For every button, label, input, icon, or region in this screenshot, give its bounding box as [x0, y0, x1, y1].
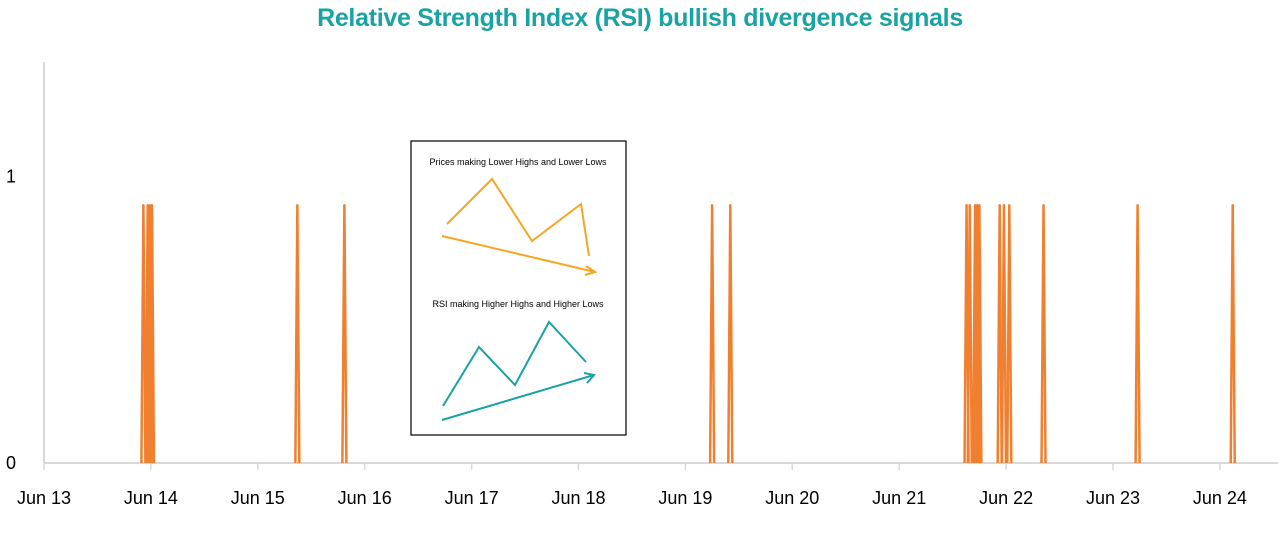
x-tick-label: Jun 15 — [231, 488, 285, 508]
signal-spike — [1040, 203, 1047, 464]
price-trend-arrowhead — [584, 265, 598, 276]
signal-spike — [140, 203, 147, 464]
x-tick-label: Jun 24 — [1193, 488, 1247, 508]
signal-spike — [1006, 203, 1013, 464]
inset-price-caption: Prices making Lower Highs and Lower Lows — [429, 157, 607, 167]
x-tick-label: Jun 16 — [338, 488, 392, 508]
x-tick-label: Jun 17 — [445, 488, 499, 508]
price-zigzag-line — [446, 177, 590, 257]
signal-spike — [1000, 203, 1008, 464]
y-tick-label: 1 — [6, 167, 16, 187]
signal-spike — [966, 203, 974, 464]
chart-title: Relative Strength Index (RSI) bullish di… — [317, 4, 963, 32]
signal-spike — [1134, 203, 1141, 464]
signal-spike — [294, 203, 301, 464]
signal-spike — [708, 203, 716, 464]
x-tick-label: Jun 21 — [872, 488, 926, 508]
x-tick-label: Jun 23 — [1086, 488, 1140, 508]
rsi-trend-arrow-line — [441, 374, 595, 421]
divergence-inset: Prices making Lower Highs and Lower Lows… — [410, 140, 627, 436]
x-tick-label: Jun 19 — [658, 488, 712, 508]
x-axis-ticks: Jun 13 Jun 14 Jun 15 Jun 16 Jun 17 Jun 18 Jun … — [17, 463, 1247, 508]
inset-rsi-caption: RSI making Higher Highs and Higher Lows — [432, 299, 604, 309]
x-tick-label: Jun 22 — [979, 488, 1033, 508]
signal-spike — [148, 203, 156, 464]
signal-spike — [1229, 203, 1236, 464]
x-tick-label: Jun 20 — [765, 488, 819, 508]
signal-spike — [341, 203, 348, 464]
y-tick-label: 0 — [6, 453, 16, 473]
signal-spike — [996, 203, 1003, 464]
x-tick-label: Jun 13 — [17, 488, 71, 508]
axes — [43, 62, 1278, 464]
y-axis-ticks: 01 — [6, 167, 16, 473]
signal-series — [140, 203, 1236, 464]
signal-spike — [976, 203, 983, 464]
inset-frame — [410, 140, 627, 436]
x-tick-label: Jun 18 — [551, 488, 605, 508]
x-tick-label: Jun 14 — [124, 488, 178, 508]
rsi-zigzag-line — [442, 320, 587, 407]
signal-spike — [727, 203, 734, 464]
price-trend-arrow-line — [441, 235, 596, 273]
rsi-trend-arrowhead — [583, 372, 596, 384]
